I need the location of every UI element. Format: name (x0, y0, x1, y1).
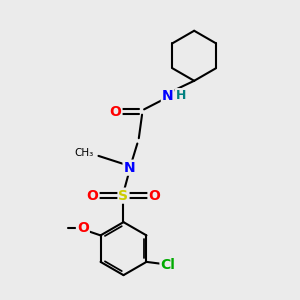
Text: O: O (148, 189, 160, 202)
Text: O: O (110, 105, 122, 119)
Text: O: O (77, 221, 89, 235)
Text: H: H (176, 89, 186, 102)
Text: S: S (118, 189, 128, 202)
Text: N: N (124, 161, 135, 175)
Text: N: N (162, 88, 173, 103)
Text: Cl: Cl (160, 258, 175, 272)
Text: CH₃: CH₃ (75, 148, 94, 158)
Text: O: O (87, 189, 98, 202)
